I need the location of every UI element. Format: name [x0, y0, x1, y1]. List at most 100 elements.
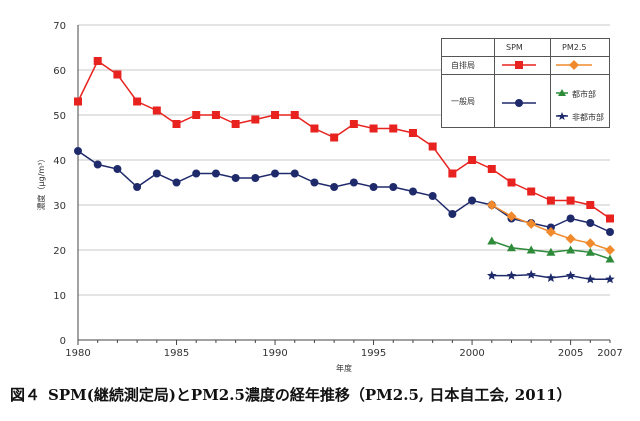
series-1-point: [389, 183, 398, 191]
line-chart: 0 10 20 30 40 50 60 70 1980 1985 1990 1995 2000 2005 2…: [36, 21, 623, 373]
series-4-point: [506, 270, 517, 280]
series-0-point: [251, 115, 260, 124]
series-3-point: [526, 245, 536, 254]
series-1-point: [369, 183, 378, 191]
series-4-point: [585, 274, 596, 284]
x-axis-title: 年度: [336, 363, 352, 373]
series-0-point: [172, 120, 181, 128]
legend-row-roadside: 自排局: [451, 61, 475, 70]
legend-label-urban: 都市部: [572, 90, 596, 99]
y-tick-label: 30: [53, 201, 66, 212]
legend-label-nonurban: 非都市部: [572, 113, 604, 122]
series-line-0: [77, 59, 611, 220]
figure-caption: 図４ SPM(継続測定局)とPM2.5濃度の経年推移（PM2.5, 日本自工会, …: [10, 384, 635, 405]
series-3-point: [566, 245, 576, 254]
series-0-point: [507, 178, 516, 187]
series-0-point: [566, 196, 575, 205]
y-tick-label: 10: [53, 291, 66, 302]
series-0-point: [192, 111, 201, 119]
x-tick-label: 1985: [164, 348, 189, 359]
y-axis-title: 濃度（μg/m³）: [36, 155, 46, 211]
series-1-point: [310, 178, 319, 187]
series-4-point: [605, 274, 615, 284]
series-3-point: [487, 236, 497, 245]
x-tick-label: 1990: [262, 348, 287, 359]
series-2-point: [605, 245, 615, 255]
series-0-point: [310, 124, 319, 133]
series-1-point: [468, 196, 477, 205]
series-4-point: [487, 270, 497, 280]
series-2-point: [486, 200, 497, 210]
series-0-point: [369, 124, 378, 133]
legend-triangle-marker: [558, 89, 566, 96]
series-1-point: [192, 169, 201, 178]
x-tick-label: 2007: [597, 348, 622, 359]
series-1-point: [349, 178, 358, 187]
series-1-point: [93, 160, 102, 169]
legend-square-marker: [515, 61, 523, 69]
legend-diamond-marker: [569, 60, 579, 70]
series-1-point: [152, 169, 161, 178]
series-1-point: [271, 169, 280, 178]
series-0-point: [349, 120, 358, 128]
legend-star-marker: [557, 112, 567, 120]
series-1-point: [211, 169, 220, 178]
series-3-point: [546, 247, 556, 256]
series-0-point: [93, 57, 102, 65]
series-0-point: [231, 120, 240, 128]
y-tick-label: 0: [60, 336, 66, 347]
legend-markers: [502, 60, 592, 120]
y-tick-label: 60: [53, 66, 66, 77]
series-1-point: [74, 147, 82, 155]
series-0-point: [586, 201, 595, 209]
y-tick-label: 70: [53, 21, 66, 32]
series-4-point: [546, 272, 556, 282]
series-1-point: [408, 187, 417, 196]
series-1-point: [566, 214, 575, 223]
series-2-point: [506, 211, 517, 222]
y-tick-label: 20: [53, 246, 66, 257]
series-0-point: [211, 111, 220, 119]
legend-header-spm: SPM: [506, 43, 523, 52]
series-0-point: [408, 129, 417, 137]
x-tick-label: 1980: [65, 348, 90, 359]
series-0-point: [606, 214, 614, 223]
series-1-point: [113, 165, 122, 173]
series-4-point: [526, 269, 536, 279]
series-2-point: [526, 218, 537, 229]
series-0-point: [271, 111, 280, 119]
series-0-point: [133, 97, 142, 106]
series-0-point: [468, 156, 477, 164]
series-2-point: [545, 227, 556, 237]
series-0-point: [389, 124, 398, 133]
series-1-point: [290, 169, 299, 178]
series-0-point: [290, 111, 299, 119]
chart-legend: SPM PM2.5 自排局 一般局 都市部 非都市部: [441, 38, 610, 128]
series-0-point: [152, 106, 161, 115]
legend-header-pm25: PM2.5: [562, 43, 587, 52]
series-0-point: [448, 169, 457, 178]
x-tick-label: 2000: [459, 348, 484, 359]
series-4-point: [565, 270, 576, 280]
series-1-point: [428, 192, 437, 200]
series-0-point: [487, 165, 496, 173]
series-0-point: [428, 142, 437, 151]
series-1-point: [448, 210, 457, 218]
series-1-point: [231, 174, 240, 182]
series-1-point: [586, 219, 595, 227]
y-tick-label: 50: [53, 111, 66, 122]
series-3-point: [585, 247, 595, 256]
y-tick-label: 40: [53, 156, 66, 167]
series-0-point: [74, 97, 82, 106]
series-2-point: [565, 233, 576, 244]
series-3-point: [506, 243, 516, 252]
series-0-point: [330, 133, 339, 142]
series-1-point: [172, 178, 181, 187]
series-1-point: [251, 174, 260, 182]
series-1-point: [133, 183, 142, 191]
series-1-point: [606, 228, 614, 236]
figure-number: 図４: [10, 386, 41, 404]
legend-row-general: 一般局: [451, 97, 475, 106]
series-1-point: [330, 183, 339, 191]
figure-title: SPM(継続測定局)とPM2.5濃度の経年推移（PM2.5, 日本自工会, 20…: [48, 386, 572, 404]
